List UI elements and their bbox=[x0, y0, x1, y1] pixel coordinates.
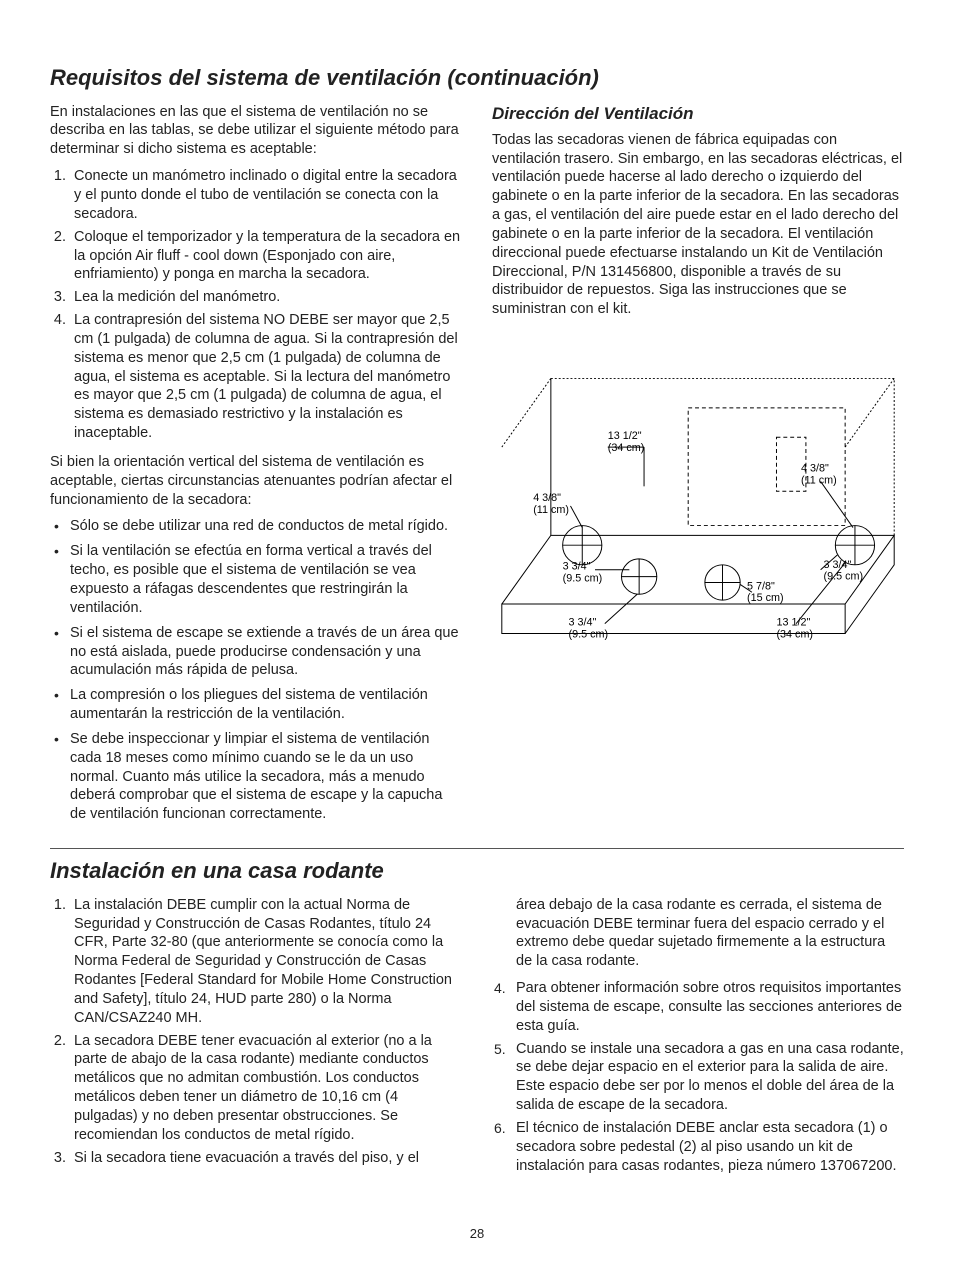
dim-label: 4 3/8" bbox=[533, 492, 561, 504]
list-item: La contrapresión del sistema NO DEBE ser… bbox=[70, 311, 462, 443]
section1-bullets: Sólo se debe utilizar una red de conduct… bbox=[50, 517, 462, 824]
dim-label: 13 1/2" bbox=[776, 617, 810, 629]
svg-text:13 1/2"(34 cm): 13 1/2"(34 cm) bbox=[608, 430, 645, 454]
list-item: La instalación DEBE cumplir con la actua… bbox=[70, 896, 462, 1028]
list-item: Se debe inspeccionar y limpiar el sistem… bbox=[50, 730, 462, 824]
list-item: Si la ventilación se efectúa en forma ve… bbox=[50, 542, 462, 617]
section2-right-list: Para obtener información sobre otros req… bbox=[492, 979, 904, 1175]
dim-label: 3 3/4" bbox=[569, 617, 597, 629]
section1-right-col: Dirección del Ventilación Todas las seca… bbox=[492, 103, 904, 835]
section1-intro: En instalaciones en las que el sistema d… bbox=[50, 103, 462, 160]
dim-label: 13 1/2" bbox=[608, 430, 642, 442]
dim-label: 4 3/8" bbox=[801, 463, 829, 475]
section1-mid: Si bien la orientación vertical del sist… bbox=[50, 453, 462, 510]
svg-text:3 3/4"(9.5 cm): 3 3/4"(9.5 cm) bbox=[824, 559, 864, 583]
dryer-exhaust-diagram: 13 1/2"(34 cm) 4 3/8"(11 cm) 3 3/4"(9.5 … bbox=[492, 349, 904, 702]
list-item: La compresión o los pliegues del sistema… bbox=[50, 686, 462, 724]
svg-text:3 3/4"(9.5 cm): 3 3/4"(9.5 cm) bbox=[569, 617, 609, 641]
list-item-continuation: área debajo de la casa rodante es cerrad… bbox=[492, 896, 904, 971]
right-paragraph: Todas las secadoras vienen de fábrica eq… bbox=[492, 131, 904, 319]
section1-left-col: En instalaciones en las que el sistema d… bbox=[50, 103, 462, 835]
svg-text:4 3/8"(11 cm): 4 3/8"(11 cm) bbox=[533, 492, 569, 516]
list-item: Para obtener información sobre otros req… bbox=[512, 979, 904, 1036]
svg-text:13 1/2"(34 cm): 13 1/2"(34 cm) bbox=[776, 617, 813, 641]
list-item: La secadora DEBE tener evacuación al ext… bbox=[70, 1032, 462, 1145]
list-item: Cuando se instale una secadora a gas en … bbox=[512, 1040, 904, 1115]
section-divider bbox=[50, 848, 904, 849]
dim-label: 5 7/8" bbox=[747, 580, 775, 592]
section2-title: Instalación en una casa rodante bbox=[50, 857, 904, 886]
section1-steps: Conecte un manómetro inclinado o digital… bbox=[50, 167, 462, 443]
section2-left-col: La instalación DEBE cumplir con la actua… bbox=[50, 896, 462, 1186]
list-item: Coloque el temporizador y la temperatura… bbox=[70, 228, 462, 285]
svg-text:5 7/8"(15 cm): 5 7/8"(15 cm) bbox=[747, 580, 784, 604]
dim-label: 3 3/4" bbox=[824, 559, 852, 571]
section1-columns: En instalaciones en las que el sistema d… bbox=[50, 103, 904, 835]
section2-right-col: área debajo de la casa rodante es cerrad… bbox=[492, 896, 904, 1186]
svg-text:4 3/8"(11 cm): 4 3/8"(11 cm) bbox=[801, 463, 837, 487]
vent-diagram: 13 1/2"(34 cm) 4 3/8"(11 cm) 3 3/4"(9.5 … bbox=[492, 349, 904, 708]
section1-title: Requisitos del sistema de ventilación (c… bbox=[50, 64, 904, 93]
section2-columns: La instalación DEBE cumplir con la actua… bbox=[50, 896, 904, 1186]
svg-text:3 3/4"(9.5 cm): 3 3/4"(9.5 cm) bbox=[563, 561, 603, 585]
list-item: Si la secadora tiene evacuación a través… bbox=[70, 1149, 462, 1168]
list-item: Sólo se debe utilizar una red de conduct… bbox=[50, 517, 462, 536]
dim-label: 3 3/4" bbox=[563, 561, 591, 573]
list-item: El técnico de instalación DEBE anclar es… bbox=[512, 1119, 904, 1176]
section2-left-list: La instalación DEBE cumplir con la actua… bbox=[50, 896, 462, 1168]
list-item: Lea la medición del manómetro. bbox=[70, 288, 462, 307]
list-item: Conecte un manómetro inclinado o digital… bbox=[70, 167, 462, 224]
page-number: 28 bbox=[50, 1226, 904, 1243]
right-heading: Dirección del Ventilación bbox=[492, 103, 904, 125]
list-item: Si el sistema de escape se extiende a tr… bbox=[50, 624, 462, 681]
